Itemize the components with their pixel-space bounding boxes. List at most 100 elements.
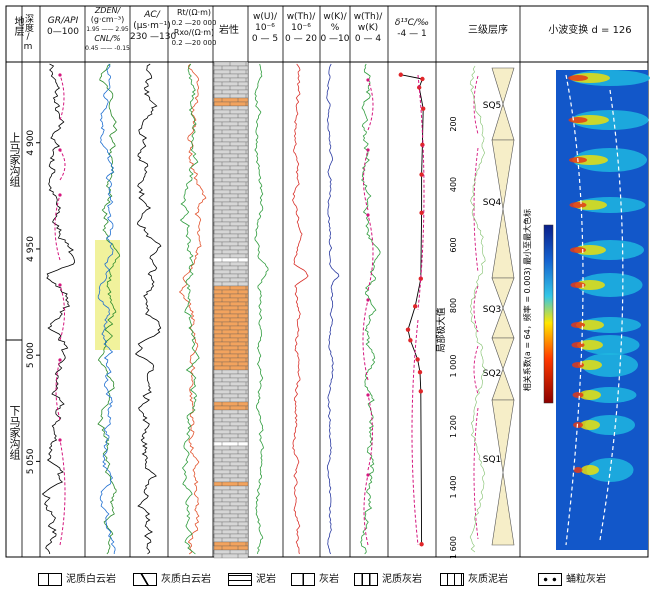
- lithology-bed: [213, 165, 249, 171]
- lithology-bed: [213, 401, 249, 407]
- lithology-bed: [213, 485, 249, 491]
- local-max-curve: [469, 65, 486, 553]
- lithology-bed: [213, 149, 249, 155]
- wavelet-band-core: [578, 360, 602, 370]
- wavelet-band: [583, 387, 637, 403]
- lithology-bed: [213, 221, 249, 227]
- lithology-column: [213, 61, 249, 559]
- ac-curve: [134, 63, 162, 555]
- lithology-bed: [213, 245, 249, 251]
- k-curve: [326, 63, 340, 555]
- wavelet-band-hot: [573, 467, 583, 473]
- colorbar-label: 相关系数(a = 64，频率 = 0.003) 最小至最大色标: [522, 209, 532, 391]
- lithology-bed: [213, 277, 249, 283]
- legend-item-mudstone: 泥岩: [228, 570, 276, 586]
- wavelet-band-hot: [568, 75, 588, 81]
- sequence-label: SQ3: [483, 305, 502, 315]
- trend-arrow-head: [58, 283, 62, 287]
- lithology-bed: [213, 185, 249, 191]
- lithology-bed: [213, 429, 249, 435]
- sequence-trend-arrow: [473, 407, 479, 540]
- lithology-bed: [213, 417, 249, 423]
- th-header: w(Th)/10⁻⁶ 0 — 20: [285, 12, 317, 44]
- lithology-bed: [213, 281, 249, 287]
- lithology-bed: [213, 229, 249, 235]
- wavelet-band-hot: [572, 362, 584, 368]
- lithology-bed: [213, 209, 249, 215]
- wavelet-band: [573, 148, 647, 172]
- lithology-bed: [213, 201, 249, 207]
- d13c-point: [421, 106, 426, 111]
- lithology-bed: [213, 89, 249, 95]
- d13c-point: [419, 172, 424, 177]
- wavelet-band-hot: [568, 117, 588, 123]
- wavelet-band-core: [581, 465, 599, 475]
- d13c-point: [419, 210, 424, 216]
- gr-curve: [41, 63, 76, 555]
- lithology-bed: [213, 365, 249, 371]
- lithology-bed: [213, 237, 249, 243]
- lithology-bed: [213, 173, 249, 179]
- th-curve: [292, 63, 309, 555]
- lithology-bed: [213, 453, 249, 459]
- d13c-point: [419, 542, 424, 547]
- lithology-bed: [213, 121, 249, 127]
- lithology-bed: [213, 437, 249, 443]
- lithology-bed: [213, 193, 249, 199]
- d13c-line: [400, 74, 424, 545]
- legend-item-limy-mudstone: 灰质泥岩: [440, 570, 508, 586]
- depth-tick-label: 4 950: [26, 236, 36, 262]
- lithology-bed: [213, 525, 249, 531]
- lithology-bed: [213, 349, 249, 355]
- lithology-bed: [213, 81, 249, 87]
- legend-item-muddy-dolomite: 泥质白云岩: [38, 570, 116, 586]
- lithology-bed: [213, 465, 249, 471]
- trend-arrow-head: [366, 473, 370, 477]
- lithology-bed: [213, 213, 249, 219]
- lithology-bed: [213, 197, 249, 203]
- lithology-bed: [213, 285, 249, 291]
- lithology-bed: [213, 345, 249, 351]
- trend-arrow: [59, 284, 65, 341]
- depth-tick-label: 4 900: [26, 130, 36, 156]
- lithology-bed: [213, 521, 249, 527]
- lithology-bed: [213, 373, 249, 379]
- lithology-bed: [213, 297, 249, 303]
- wavelet-band: [580, 335, 640, 355]
- lithology-bed: [213, 289, 249, 295]
- lithology-bed: [213, 61, 249, 67]
- lithology-bed: [213, 425, 249, 431]
- sequence-hourglass: [491, 139, 515, 279]
- rxo-curve: [179, 63, 200, 555]
- d13c-point: [413, 304, 418, 309]
- local-max-tick: 1 600: [449, 536, 458, 559]
- trend-arrow: [55, 359, 61, 421]
- k-header: w(K)/% 0 —10: [320, 12, 350, 44]
- d13c-point: [420, 76, 425, 82]
- lithology-bed: [213, 269, 249, 275]
- sequence-trend-arrow: [473, 345, 479, 395]
- wavelet-band-hot: [571, 322, 585, 328]
- local-max-tick: 400: [449, 177, 458, 192]
- wavelet-band: [571, 110, 649, 130]
- ac-header: AC/(μs·m⁻¹) 230 —130: [130, 10, 177, 42]
- d13c-point: [408, 338, 413, 343]
- trend-arrow-head: [58, 148, 62, 152]
- lithology-bed: [213, 305, 249, 311]
- lithology-bed: [213, 313, 249, 319]
- sequence-label: SQ2: [483, 369, 502, 379]
- lithology-bed: [213, 137, 249, 143]
- local-max-tick: 600: [449, 237, 458, 252]
- wavelet-band: [576, 240, 644, 260]
- d13c-point: [418, 389, 423, 394]
- d13c-trend-arrow: [411, 319, 419, 546]
- wavelet-band-hot: [569, 202, 587, 208]
- lithology-bed: [213, 469, 249, 475]
- sequence-header: 三级层序: [468, 25, 508, 36]
- lithology-bed: [213, 117, 249, 123]
- trend-arrow: [54, 194, 61, 261]
- d13c-point: [417, 369, 423, 375]
- legend-item-limy-dolomite: 灰质白云岩: [133, 570, 211, 586]
- lithology-bed: [213, 133, 249, 139]
- lithology-bed: [213, 317, 249, 323]
